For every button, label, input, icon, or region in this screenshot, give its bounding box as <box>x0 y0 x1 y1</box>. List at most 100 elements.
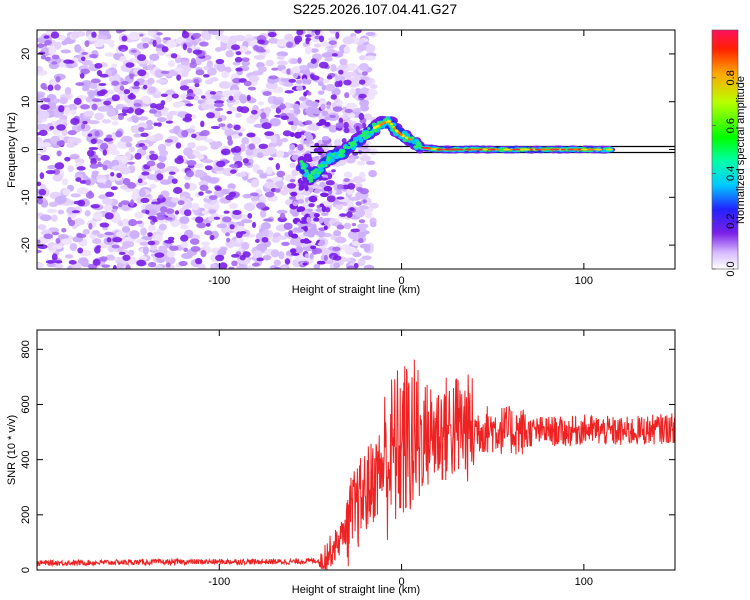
noise-blob <box>164 239 175 244</box>
noise-blob <box>256 169 264 175</box>
noise-blob <box>355 125 360 133</box>
noise-blob <box>235 172 247 177</box>
noise-blob <box>187 142 196 149</box>
noise-blob <box>196 222 207 229</box>
noise-blob <box>106 108 116 118</box>
noise-blob <box>182 30 187 35</box>
colorbar: 0.0 0.2 0.4 0.6 0.8 Normalized spectral ampl… <box>711 29 747 277</box>
noise-blob <box>256 243 268 252</box>
noise-blob <box>210 125 221 130</box>
noise-blob <box>38 129 48 136</box>
noise-blob <box>148 261 157 268</box>
noise-blob <box>357 257 366 267</box>
noise-blob <box>215 254 225 262</box>
snr-x-label: Height of straight line (km) <box>292 584 420 596</box>
noise-blob <box>259 209 267 218</box>
noise-blob <box>91 103 98 111</box>
noise-blob <box>96 69 103 76</box>
noise-blob <box>249 114 259 120</box>
noise-blob <box>43 97 50 103</box>
noise-blob <box>205 98 217 105</box>
noise-blob <box>235 112 242 118</box>
noise-blob <box>156 122 162 127</box>
noise-blob <box>332 255 342 261</box>
y-tick-label: 20 <box>20 48 32 60</box>
noise-blob <box>189 238 200 245</box>
noise-blob <box>115 130 123 138</box>
noise-blob <box>203 138 214 143</box>
noise-blob <box>37 43 45 49</box>
noise-blob <box>156 162 166 169</box>
noise-blob <box>297 206 306 212</box>
ridge-peak <box>514 148 521 151</box>
noise-blob <box>103 203 113 212</box>
noise-blob <box>303 238 310 244</box>
noise-blob <box>183 247 188 252</box>
noise-blob <box>204 165 213 171</box>
noise-blob <box>257 66 268 73</box>
noise-blob <box>330 94 337 100</box>
ridge-peak <box>552 148 560 151</box>
noise-blob <box>50 31 60 39</box>
noise-blob <box>290 187 297 192</box>
noise-blob <box>128 249 135 256</box>
noise-blob <box>140 197 150 203</box>
noise-blob <box>308 187 314 193</box>
noise-blob <box>91 98 102 103</box>
ridge-blob <box>331 152 335 156</box>
noise-blob <box>268 157 274 161</box>
noise-blob <box>106 237 112 243</box>
noise-blob <box>67 130 77 136</box>
noise-blob <box>294 131 302 139</box>
x-tick-label: -100 <box>208 275 230 287</box>
noise-blob <box>332 106 343 112</box>
noise-blob <box>209 77 219 82</box>
noise-blob <box>87 120 100 125</box>
noise-blob <box>158 245 168 252</box>
noise-blob <box>180 234 189 242</box>
noise-blob <box>218 81 231 89</box>
noise-blob <box>81 59 93 66</box>
noise-blob <box>208 209 217 214</box>
noise-blob <box>37 181 42 187</box>
noise-blob <box>99 256 108 262</box>
noise-blob <box>332 246 341 252</box>
noise-blob <box>102 164 108 171</box>
noise-blob <box>150 201 161 205</box>
noise-blob <box>55 76 61 83</box>
noise-blob <box>252 250 263 259</box>
ridge-peak <box>572 148 579 151</box>
noise-blob <box>240 219 253 224</box>
noise-blob <box>291 169 299 177</box>
spectrogram-x-label: Height of straight line (km) <box>292 284 420 296</box>
noise-blob <box>289 143 296 151</box>
noise-blob <box>317 81 324 87</box>
noise-blob <box>149 53 160 62</box>
noise-blob <box>67 165 74 173</box>
noise-blob <box>297 198 305 204</box>
noise-blob <box>156 79 168 84</box>
noise-blob <box>243 80 252 87</box>
noise-blob <box>330 64 337 72</box>
noise-blob <box>146 160 156 167</box>
noise-blob <box>229 169 237 174</box>
noise-blob <box>76 233 87 239</box>
noise-blob <box>147 215 157 220</box>
noise-blob <box>63 59 73 64</box>
noise-blob <box>286 41 294 48</box>
noise-blob <box>118 232 125 239</box>
noise-blob <box>291 154 300 161</box>
noise-blob <box>241 60 251 67</box>
noise-blob <box>293 227 298 232</box>
noise-blob <box>146 174 158 180</box>
noise-blob <box>335 203 343 210</box>
noise-blob <box>149 102 157 109</box>
noise-blob <box>67 103 78 112</box>
noise-blob <box>313 247 323 254</box>
noise-blob <box>77 199 86 207</box>
noise-blob <box>292 103 300 111</box>
noise-blob <box>93 212 103 221</box>
noise-blob <box>328 40 337 45</box>
noise-blob <box>185 170 194 178</box>
